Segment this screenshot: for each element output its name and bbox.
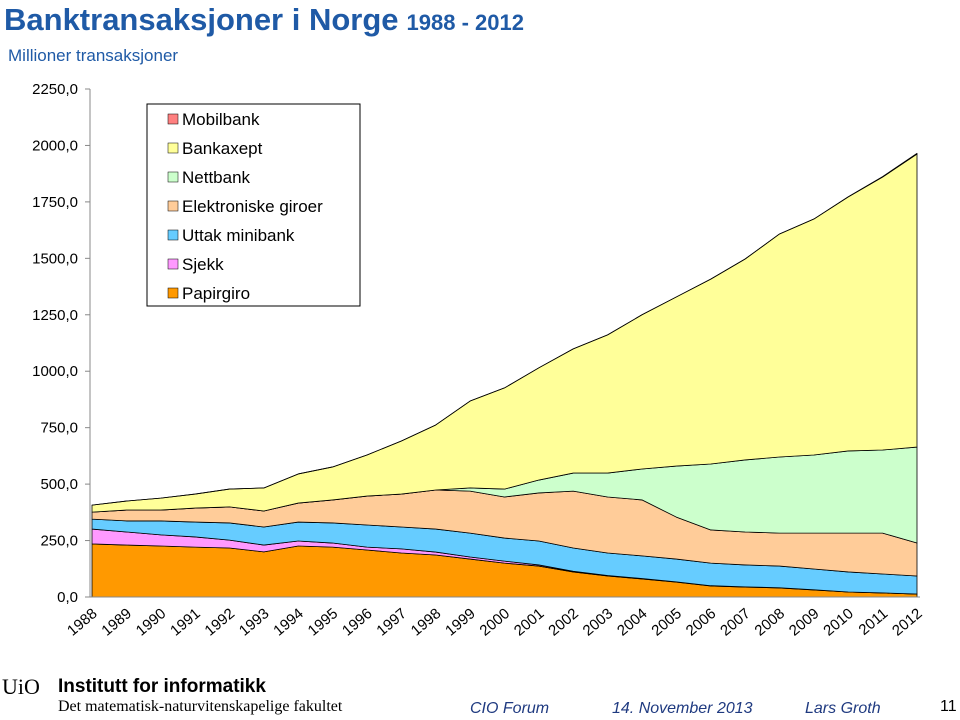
legend-swatch: [167, 113, 179, 125]
x-tick-label: 1988: [64, 605, 100, 639]
legend-swatch: [167, 200, 179, 212]
x-tick-label: 1993: [236, 605, 272, 639]
legend-swatch: [167, 171, 179, 183]
x-tick-label: 2007: [717, 605, 753, 639]
x-tick-label: 1994: [270, 605, 306, 639]
legend-label: Uttak minibank: [182, 226, 295, 245]
date: 14. November 2013: [612, 700, 753, 717]
legend-label: Papirgiro: [182, 284, 250, 303]
legend-label: Sjekk: [182, 255, 224, 274]
chart-title: Banktransaksjoner i Norge 1988 - 2012: [4, 2, 524, 37]
x-tick-label: 1996: [339, 605, 375, 639]
author: Lars Groth: [805, 700, 881, 717]
x-tick-label: 1999: [442, 605, 478, 639]
x-tick-label: 2003: [580, 605, 616, 639]
faculty: Det matematisk-naturvitenskapelige fakul…: [58, 698, 343, 715]
x-tick-label: 2004: [614, 605, 650, 639]
x-tick-label: 2002: [545, 605, 581, 639]
y-tick-label: 2000,0: [32, 137, 78, 154]
chart-subtitle: Millioner transaksjoner: [8, 46, 178, 65]
x-tick-label: 2012: [889, 605, 925, 639]
legend-label: Bankaxept: [182, 139, 263, 158]
x-tick-label: 2001: [511, 605, 547, 639]
x-tick-label: 2011: [856, 605, 892, 639]
y-tick-label: 1500,0: [32, 250, 78, 267]
legend-box: [146, 103, 361, 307]
y-tick-label: 250,0: [40, 533, 78, 550]
y-tick-label: 2250,0: [32, 81, 78, 98]
x-tick-label: 2006: [683, 605, 719, 639]
x-tick-label: 1992: [202, 605, 238, 639]
x-tick-label: 2009: [786, 605, 822, 639]
event: CIO Forum: [470, 700, 550, 717]
x-tick-label: 1998: [408, 605, 444, 639]
legend-label: Nettbank: [182, 168, 251, 187]
x-tick-label: 2010: [820, 605, 856, 639]
y-tick-label: 750,0: [40, 420, 78, 437]
legend-label: Elektroniske giroer: [182, 197, 323, 216]
x-tick-label: 1997: [373, 605, 409, 639]
x-tick-label: 1995: [305, 605, 341, 639]
x-tick-label: 2008: [752, 605, 788, 639]
title-main: Banktransaksjoner i Norge: [4, 2, 399, 37]
page-number: 11: [940, 698, 957, 715]
legend-swatch: [167, 142, 179, 154]
legend-swatch: [167, 229, 179, 241]
x-tick-label: 2005: [648, 605, 684, 639]
y-tick-label: 500,0: [40, 476, 78, 493]
institute: Institutt for informatikk: [58, 676, 266, 697]
y-tick-label: 1000,0: [32, 363, 78, 380]
title-years: 1988 - 2012: [407, 10, 524, 35]
legend-swatch: [167, 287, 179, 299]
y-tick-label: 1250,0: [32, 307, 78, 324]
org: UiO: [2, 674, 40, 699]
x-tick-label: 1991: [167, 605, 203, 639]
legend-swatch: [167, 258, 179, 270]
x-tick-label: 1989: [98, 605, 134, 639]
x-tick-label: 1990: [133, 605, 169, 639]
y-tick-label: 0,0: [57, 589, 78, 606]
chart: Banktransaksjoner i Norge 1988 - 2012 Mil…: [4, 2, 926, 640]
area: [91, 152, 918, 506]
y-tick-label: 1750,0: [32, 194, 78, 211]
legend-label: Mobilbank: [182, 110, 260, 129]
x-tick-label: 2000: [477, 605, 513, 639]
